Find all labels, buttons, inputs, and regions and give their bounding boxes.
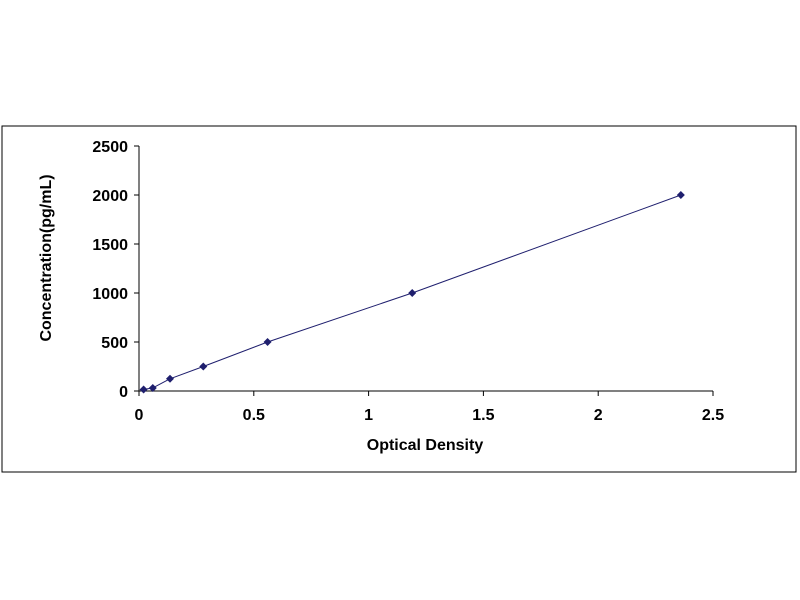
- data-point: [165, 374, 174, 383]
- data-point: [408, 289, 417, 297]
- data-point: [139, 385, 148, 394]
- data-points-layer: [139, 191, 685, 394]
- y-tick-label: 2000: [92, 188, 128, 205]
- chart-frame: [1, 125, 797, 473]
- x-tick-label: 1.5: [472, 407, 494, 424]
- y-tick-label: 2500: [92, 139, 128, 156]
- x-tick-label: 0.5: [243, 407, 265, 424]
- x-tick-label: 2: [594, 407, 603, 424]
- y-tick-label: 0: [119, 384, 128, 401]
- y-axis: 0 500 1000 1500 2000 2500: [92, 139, 140, 401]
- x-axis: 0 0.5 1 1.5 2 2.5: [135, 390, 724, 424]
- data-point: [199, 362, 208, 371]
- y-tick-label: 500: [101, 335, 128, 352]
- x-tick-label: 1: [364, 407, 373, 424]
- x-tick-label: 0: [135, 407, 144, 424]
- x-tick-label: 2.5: [702, 407, 724, 424]
- y-axis-title: Concentration(pg/mL): [38, 174, 55, 341]
- y-tick-label: 1500: [92, 237, 128, 254]
- y-tick-label: 1000: [92, 286, 128, 303]
- data-point: [676, 191, 685, 199]
- data-point: [263, 338, 272, 346]
- x-axis-title: Optical Density: [367, 437, 484, 454]
- data-point: [148, 383, 157, 392]
